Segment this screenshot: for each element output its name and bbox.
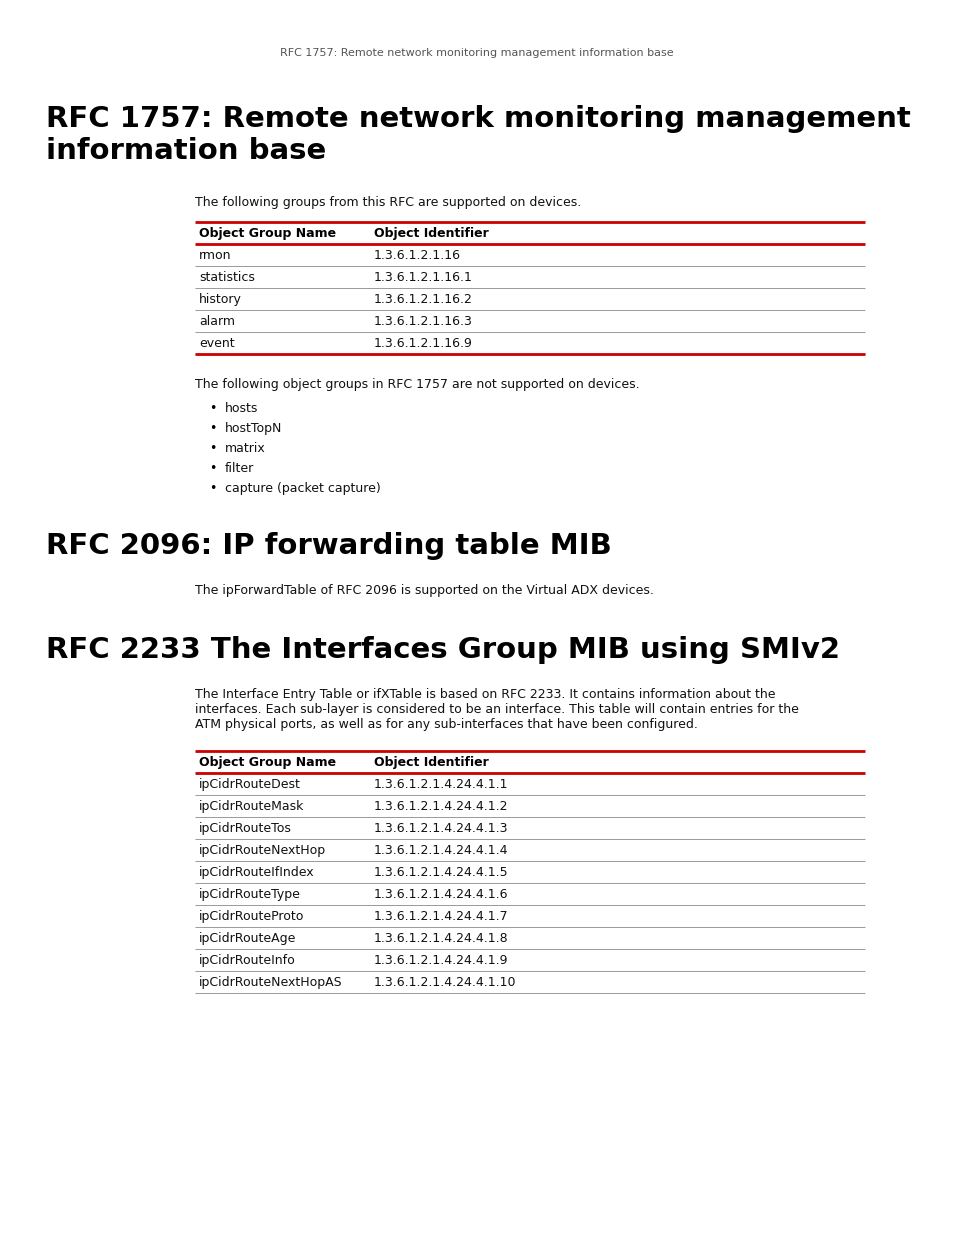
Text: ipCidrRouteIfIndex: ipCidrRouteIfIndex	[199, 866, 314, 879]
Text: ipCidrRouteAge: ipCidrRouteAge	[199, 932, 296, 945]
Text: •: •	[209, 442, 216, 454]
Text: statistics: statistics	[199, 270, 254, 284]
Text: Object Group Name: Object Group Name	[199, 227, 335, 240]
Text: ipCidrRouteProto: ipCidrRouteProto	[199, 910, 304, 923]
Text: capture (packet capture): capture (packet capture)	[225, 482, 380, 495]
Text: 1.3.6.1.2.1.4.24.4.1.3: 1.3.6.1.2.1.4.24.4.1.3	[374, 823, 508, 835]
Text: 1.3.6.1.2.1.4.24.4.1.8: 1.3.6.1.2.1.4.24.4.1.8	[374, 932, 508, 945]
Text: •: •	[209, 462, 216, 475]
Text: Object Identifier: Object Identifier	[374, 756, 488, 769]
Text: RFC 1757: Remote network monitoring management information base: RFC 1757: Remote network monitoring mana…	[280, 48, 673, 58]
Text: interfaces. Each sub-layer is considered to be an interface. This table will con: interfaces. Each sub-layer is considered…	[194, 703, 798, 716]
Text: information base: information base	[46, 137, 326, 165]
Text: 1.3.6.1.2.1.16.3: 1.3.6.1.2.1.16.3	[374, 315, 473, 329]
Text: •: •	[209, 403, 216, 415]
Text: •: •	[209, 422, 216, 435]
Text: 1.3.6.1.2.1.16.1: 1.3.6.1.2.1.16.1	[374, 270, 473, 284]
Text: rmon: rmon	[199, 249, 232, 262]
Text: event: event	[199, 337, 234, 350]
Text: ATM physical ports, as well as for any sub-interfaces that have been configured.: ATM physical ports, as well as for any s…	[194, 718, 698, 731]
Text: matrix: matrix	[225, 442, 266, 454]
Text: ipCidrRouteType: ipCidrRouteType	[199, 888, 300, 902]
Text: The Interface Entry Table or ifXTable is based on RFC 2233. It contains informat: The Interface Entry Table or ifXTable is…	[194, 688, 775, 701]
Text: 1.3.6.1.2.1.4.24.4.1.7: 1.3.6.1.2.1.4.24.4.1.7	[374, 910, 508, 923]
Text: ipCidrRouteNextHopAS: ipCidrRouteNextHopAS	[199, 976, 342, 989]
Text: ipCidrRouteTos: ipCidrRouteTos	[199, 823, 292, 835]
Text: ipCidrRouteDest: ipCidrRouteDest	[199, 778, 300, 790]
Text: ipCidrRouteNextHop: ipCidrRouteNextHop	[199, 844, 326, 857]
Text: 1.3.6.1.2.1.4.24.4.1.2: 1.3.6.1.2.1.4.24.4.1.2	[374, 800, 508, 813]
Text: filter: filter	[225, 462, 254, 475]
Text: Object Identifier: Object Identifier	[374, 227, 488, 240]
Text: 1.3.6.1.2.1.16: 1.3.6.1.2.1.16	[374, 249, 460, 262]
Text: 1.3.6.1.2.1.4.24.4.1.5: 1.3.6.1.2.1.4.24.4.1.5	[374, 866, 508, 879]
Text: hosts: hosts	[225, 403, 258, 415]
Text: ipCidrRouteInfo: ipCidrRouteInfo	[199, 953, 295, 967]
Text: 1.3.6.1.2.1.16.9: 1.3.6.1.2.1.16.9	[374, 337, 473, 350]
Text: Object Group Name: Object Group Name	[199, 756, 335, 769]
Text: The following groups from this RFC are supported on devices.: The following groups from this RFC are s…	[194, 196, 580, 209]
Text: The following object groups in RFC 1757 are not supported on devices.: The following object groups in RFC 1757 …	[194, 378, 639, 391]
Text: 1.3.6.1.2.1.4.24.4.1.1: 1.3.6.1.2.1.4.24.4.1.1	[374, 778, 508, 790]
Text: history: history	[199, 293, 242, 306]
Text: RFC 1757: Remote network monitoring management: RFC 1757: Remote network monitoring mana…	[46, 105, 910, 133]
Text: RFC 2233 The Interfaces Group MIB using SMIv2: RFC 2233 The Interfaces Group MIB using …	[46, 636, 840, 664]
Text: 1.3.6.1.2.1.4.24.4.1.9: 1.3.6.1.2.1.4.24.4.1.9	[374, 953, 508, 967]
Text: ipCidrRouteMask: ipCidrRouteMask	[199, 800, 304, 813]
Text: alarm: alarm	[199, 315, 234, 329]
Text: 1.3.6.1.2.1.16.2: 1.3.6.1.2.1.16.2	[374, 293, 473, 306]
Text: 1.3.6.1.2.1.4.24.4.1.10: 1.3.6.1.2.1.4.24.4.1.10	[374, 976, 516, 989]
Text: The ipForwardTable of RFC 2096 is supported on the Virtual ADX devices.: The ipForwardTable of RFC 2096 is suppor…	[194, 584, 653, 597]
Text: hostTopN: hostTopN	[225, 422, 282, 435]
Text: 1.3.6.1.2.1.4.24.4.1.4: 1.3.6.1.2.1.4.24.4.1.4	[374, 844, 508, 857]
Text: •: •	[209, 482, 216, 495]
Text: 1.3.6.1.2.1.4.24.4.1.6: 1.3.6.1.2.1.4.24.4.1.6	[374, 888, 508, 902]
Text: RFC 2096: IP forwarding table MIB: RFC 2096: IP forwarding table MIB	[46, 532, 611, 559]
